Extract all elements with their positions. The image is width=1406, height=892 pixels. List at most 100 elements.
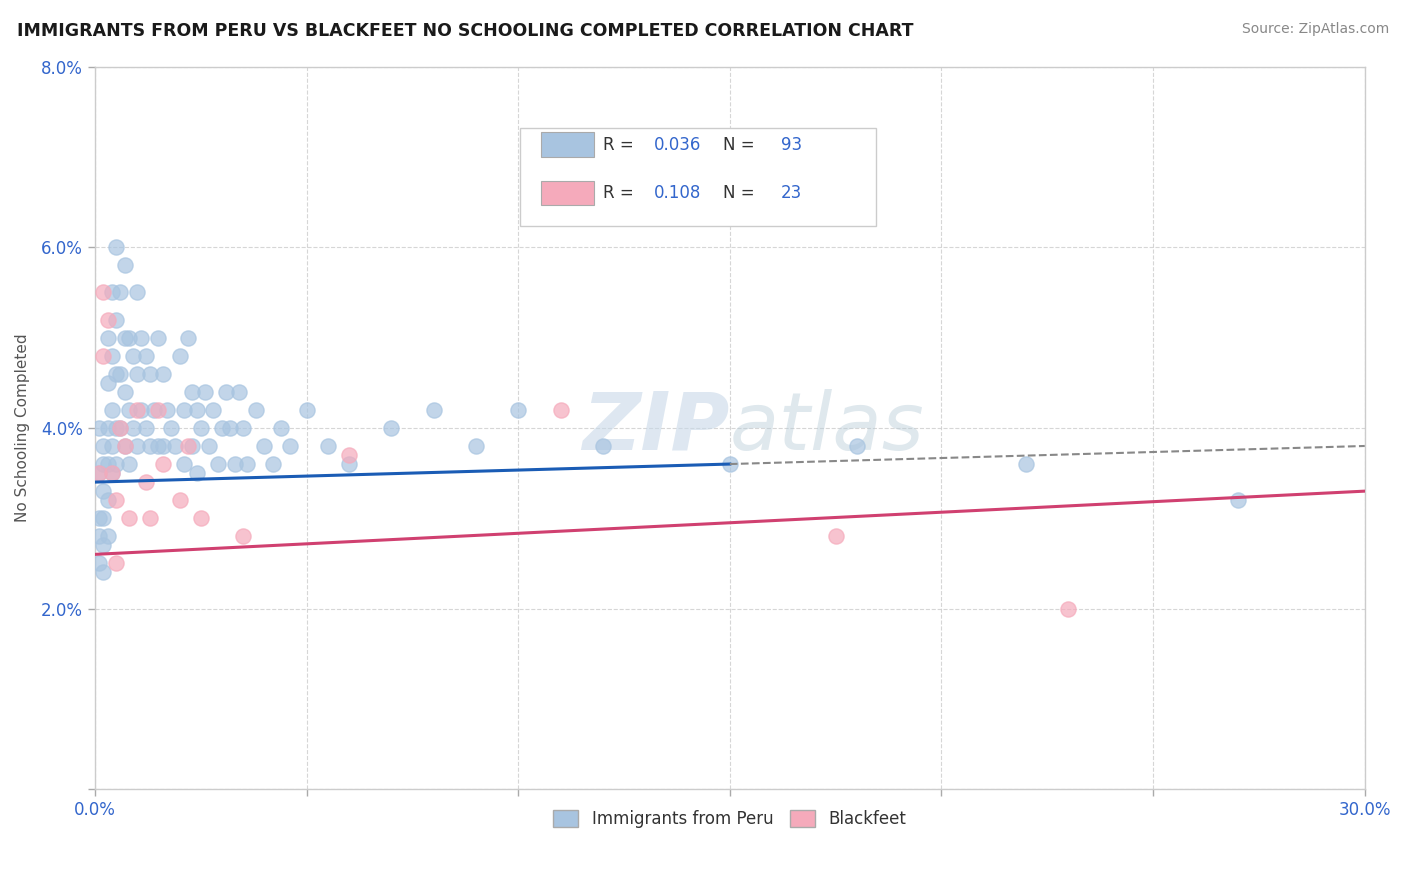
Text: R =: R = xyxy=(603,184,644,202)
Point xyxy=(236,457,259,471)
Text: 0.108: 0.108 xyxy=(654,184,702,202)
Text: R =: R = xyxy=(603,136,638,153)
Point xyxy=(97,312,120,326)
Point xyxy=(105,493,128,508)
Point xyxy=(190,421,212,435)
Point xyxy=(186,466,208,480)
Point xyxy=(110,421,132,435)
Point xyxy=(169,493,191,508)
FancyBboxPatch shape xyxy=(541,181,593,205)
Point xyxy=(224,457,246,471)
Point xyxy=(135,349,157,363)
Point xyxy=(114,384,136,399)
Point xyxy=(202,402,225,417)
Point xyxy=(232,421,254,435)
Point xyxy=(422,402,444,417)
Point xyxy=(139,367,162,381)
Point xyxy=(181,384,204,399)
Point xyxy=(824,529,846,543)
Point xyxy=(1057,601,1080,615)
Point xyxy=(110,421,132,435)
Point xyxy=(173,457,195,471)
Point xyxy=(232,529,254,543)
Text: 93: 93 xyxy=(780,136,801,153)
Point xyxy=(194,384,217,399)
Point xyxy=(160,421,183,435)
Text: atlas: atlas xyxy=(730,389,925,467)
Point xyxy=(118,511,141,525)
Point xyxy=(118,402,141,417)
Point xyxy=(105,367,128,381)
Point xyxy=(105,312,128,326)
Point xyxy=(97,421,120,435)
Point xyxy=(101,349,124,363)
Point xyxy=(105,457,128,471)
Point xyxy=(127,402,149,417)
Point xyxy=(127,439,149,453)
Point xyxy=(97,330,120,344)
Point xyxy=(135,421,157,435)
Point xyxy=(337,448,360,462)
Point xyxy=(173,402,195,417)
Point xyxy=(135,475,157,489)
Point xyxy=(143,402,166,417)
Point xyxy=(592,439,614,453)
Point xyxy=(464,439,486,453)
Point xyxy=(215,384,238,399)
Point xyxy=(198,439,221,453)
Point xyxy=(270,421,292,435)
Point xyxy=(718,457,741,471)
Point xyxy=(114,439,136,453)
Point xyxy=(148,402,170,417)
Point xyxy=(105,557,128,571)
Point xyxy=(89,421,111,435)
Point xyxy=(101,439,124,453)
Point xyxy=(122,349,145,363)
Point xyxy=(211,421,233,435)
Point xyxy=(245,402,267,417)
Point xyxy=(131,330,153,344)
Point xyxy=(152,457,174,471)
Point xyxy=(156,402,179,417)
Point xyxy=(181,439,204,453)
Point xyxy=(101,285,124,300)
Point xyxy=(207,457,229,471)
FancyBboxPatch shape xyxy=(520,128,876,226)
Legend: Immigrants from Peru, Blackfeet: Immigrants from Peru, Blackfeet xyxy=(547,804,912,835)
Point xyxy=(1015,457,1038,471)
Point xyxy=(508,402,530,417)
Text: N =: N = xyxy=(724,136,761,153)
Point xyxy=(101,466,124,480)
Point xyxy=(110,285,132,300)
Point xyxy=(89,529,111,543)
Y-axis label: No Schooling Completed: No Schooling Completed xyxy=(15,334,30,522)
FancyBboxPatch shape xyxy=(541,132,593,157)
Point xyxy=(337,457,360,471)
Point xyxy=(105,421,128,435)
Point xyxy=(93,484,115,499)
Point xyxy=(169,349,191,363)
Point xyxy=(295,402,318,417)
Point xyxy=(93,439,115,453)
Point xyxy=(262,457,284,471)
Point xyxy=(139,511,162,525)
Point xyxy=(89,511,111,525)
Point xyxy=(101,466,124,480)
Point xyxy=(97,457,120,471)
Point xyxy=(101,402,124,417)
Point xyxy=(93,538,115,552)
Point xyxy=(131,402,153,417)
Point xyxy=(228,384,250,399)
Point xyxy=(93,511,115,525)
Point xyxy=(152,367,174,381)
Point xyxy=(139,439,162,453)
Point xyxy=(550,402,572,417)
Point xyxy=(105,240,128,254)
Point xyxy=(114,258,136,272)
Point xyxy=(93,457,115,471)
Point xyxy=(148,330,170,344)
Point xyxy=(278,439,301,453)
Point xyxy=(219,421,242,435)
Point xyxy=(97,493,120,508)
Point xyxy=(122,421,145,435)
